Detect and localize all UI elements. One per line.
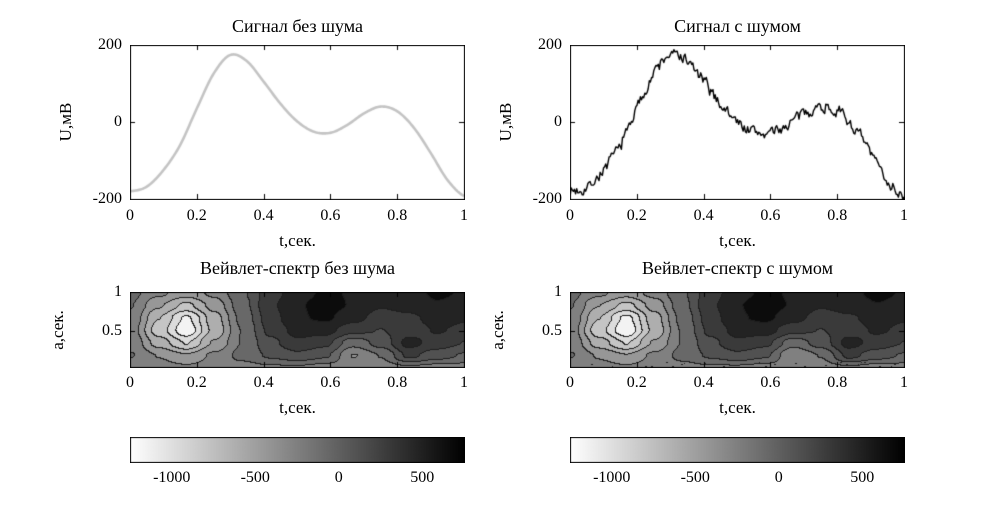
tick-label: 0.8	[387, 207, 408, 224]
tick-label: 500	[850, 469, 875, 486]
tick-label: 500	[410, 469, 435, 486]
signal-clean-plot-canvas	[130, 45, 465, 200]
wavelet-noisy-contour-canvas	[570, 292, 905, 368]
tick-label: 0	[126, 207, 134, 224]
colorbar-noisy-canvas	[570, 437, 905, 463]
title-wavelet-clean: Вейвлет-спектр без шума	[199, 258, 396, 278]
ylabel-signal-clean: U,мВ	[56, 102, 75, 142]
xlabel-wavelet-noisy: t,сек.	[719, 398, 756, 417]
tick-label: 0.4	[253, 207, 274, 224]
xlabel-signal-noisy: t,сек.	[719, 231, 756, 250]
tick-label: 0	[126, 374, 134, 391]
tick-label: 1	[460, 207, 468, 224]
tick-label: 0.2	[186, 207, 207, 224]
title-signal-noisy: Сигнал с шумом	[674, 16, 801, 36]
tick-label: -500	[240, 469, 270, 486]
tick-label: -500	[680, 469, 710, 486]
tick-label: 0.2	[626, 207, 647, 224]
tick-label: 1	[114, 283, 122, 300]
tick-label: -1000	[593, 469, 631, 486]
tick-label: 0.6	[760, 374, 781, 391]
ylabel-wavelet-clean: а,сек.	[48, 310, 67, 350]
tick-label: 0.4	[693, 374, 714, 391]
tick-label: -200	[92, 190, 122, 207]
tick-label: 0.6	[320, 207, 341, 224]
title-wavelet-noisy: Вейвлет-спектр с шумом	[642, 258, 833, 278]
ylabel-wavelet-noisy: а,сек.	[488, 310, 507, 350]
tick-label: 0	[566, 207, 574, 224]
xlabel-signal-clean: t,сек.	[279, 231, 316, 250]
signal-noisy-plot-canvas	[570, 45, 905, 200]
ylabel-signal-noisy: U,мВ	[496, 102, 515, 142]
xlabel-wavelet-clean: t,сек.	[279, 398, 316, 417]
tick-label: -200	[532, 190, 562, 207]
title-signal-clean: Сигнал без шума	[232, 16, 363, 36]
tick-label: 0	[566, 374, 574, 391]
tick-label: 0	[334, 469, 343, 486]
wavelet-clean-contour-canvas	[130, 292, 465, 368]
tick-label: -1000	[153, 469, 191, 486]
colorbar-clean-canvas	[130, 437, 465, 463]
tick-label: 0.6	[320, 374, 341, 391]
tick-label: 0.8	[387, 374, 408, 391]
tick-label: 0.8	[827, 374, 848, 391]
tick-label: 0.6	[760, 207, 781, 224]
tick-label: 1	[900, 207, 908, 224]
tick-label: 200	[538, 36, 562, 53]
tick-label: 1	[900, 374, 908, 391]
tick-label: 0.2	[186, 374, 207, 391]
tick-label: 0.2	[626, 374, 647, 391]
tick-label: 1	[460, 374, 468, 391]
tick-label: 1	[554, 283, 562, 300]
tick-label: 0.8	[827, 207, 848, 224]
tick-label: 0.4	[253, 374, 274, 391]
tick-label: 200	[98, 36, 122, 53]
tick-label: 0.4	[693, 207, 714, 224]
tick-label: 0	[774, 469, 783, 486]
